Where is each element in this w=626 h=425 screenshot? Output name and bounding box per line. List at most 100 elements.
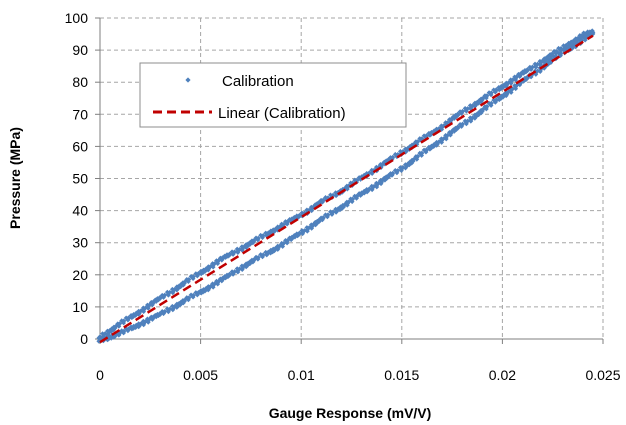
calibration-point <box>435 141 440 147</box>
calibration-point <box>498 96 504 101</box>
calibration-point <box>447 129 452 135</box>
calibration-point <box>329 210 335 216</box>
calibration-point <box>467 115 473 121</box>
axes <box>95 17 604 344</box>
calibration-point <box>277 224 283 230</box>
calibration-point <box>167 289 173 295</box>
calibration-point <box>431 141 437 147</box>
calibration-point <box>399 167 404 172</box>
calibration-point <box>108 329 114 334</box>
calibration-point <box>149 302 155 308</box>
calibration-point <box>174 305 180 310</box>
calibration-point <box>467 103 473 108</box>
calibration-point <box>371 167 377 173</box>
calibration-point <box>137 323 142 329</box>
calibration-point <box>150 300 156 306</box>
x-tick-label: 0.025 <box>585 367 620 383</box>
y-tick-label: 50 <box>72 171 88 187</box>
calibration-point <box>270 249 276 255</box>
calibration-point <box>250 240 256 246</box>
calibration-point <box>258 232 264 238</box>
calibration-point <box>533 70 539 76</box>
calibration-point <box>148 299 154 305</box>
calibration-point <box>268 247 274 253</box>
calibration-point <box>459 122 465 128</box>
calibration-point <box>180 300 186 306</box>
calibration-point <box>528 66 534 71</box>
calibration-point <box>414 140 420 146</box>
calibration-point <box>496 87 502 93</box>
calibration-point <box>500 94 506 100</box>
calibration-point <box>431 128 437 134</box>
calibration-point <box>453 127 459 132</box>
calibration-point <box>234 266 240 272</box>
calibration-point <box>441 136 446 142</box>
calibration-point <box>328 192 333 198</box>
calibration-point <box>260 253 265 259</box>
calibration-point <box>439 125 445 131</box>
calibration-point <box>320 215 326 221</box>
calibration-point <box>165 291 171 297</box>
calibration-point <box>180 282 186 288</box>
calibration-point <box>447 117 452 122</box>
calibration-point <box>379 161 385 167</box>
calibration-point <box>553 49 559 55</box>
calibration-point <box>394 169 400 175</box>
calibration-point <box>397 149 403 154</box>
calibration-point <box>448 117 454 123</box>
calibration-point <box>287 216 293 222</box>
calibration-point <box>96 338 102 344</box>
calibration-point <box>112 333 118 339</box>
calibration-point <box>441 123 446 129</box>
calibration-point <box>273 226 278 232</box>
y-tick-label: 70 <box>72 106 88 122</box>
calibration-point <box>324 213 330 219</box>
calibration-point <box>491 87 497 93</box>
calibration-point <box>210 283 216 289</box>
calibration-point <box>229 269 235 275</box>
calibration-point <box>309 206 315 212</box>
calibration-point <box>141 321 147 327</box>
calibration-point <box>364 187 370 192</box>
calibration-point <box>468 117 474 123</box>
calibration-point <box>190 293 196 299</box>
calibration-point <box>582 32 588 38</box>
calibration-point <box>182 298 187 304</box>
x-axis-title: Gauge Response (mV/V) <box>269 405 432 421</box>
calibration-point <box>468 105 474 111</box>
calibration-point <box>220 277 226 282</box>
calibration-point <box>247 242 253 247</box>
calibration-point <box>573 38 579 43</box>
calibration-point <box>108 335 114 341</box>
calibration-point <box>159 309 165 314</box>
calibration-point <box>251 258 257 264</box>
calibration-point <box>133 325 139 331</box>
calibration-point <box>330 192 336 198</box>
calibration-point <box>275 245 281 251</box>
calibration-point <box>369 169 375 175</box>
calibration-point <box>243 242 249 247</box>
calibration-point <box>275 226 281 232</box>
calibration-point <box>386 174 392 180</box>
calibration-point <box>379 177 385 183</box>
calibration-point <box>448 130 454 136</box>
y-tick-label: 10 <box>72 299 88 315</box>
calibration-point <box>123 315 129 321</box>
calibration-point <box>280 242 285 248</box>
calibration-point <box>230 251 236 256</box>
calibration-point <box>186 296 191 301</box>
calibration-point <box>206 266 212 272</box>
calibration-points <box>96 28 596 344</box>
y-axis-title: Pressure (MPa) <box>7 127 23 229</box>
calibration-point <box>240 265 245 271</box>
calibration-point <box>484 93 489 99</box>
calibration-point <box>465 106 471 111</box>
calibration-point <box>271 248 277 254</box>
calibration-point <box>234 246 240 252</box>
calibration-point <box>193 271 199 277</box>
x-tick-label: 0.005 <box>183 367 218 383</box>
calibration-point <box>152 312 158 318</box>
calibration-point <box>484 104 489 110</box>
calibration-point <box>297 230 302 236</box>
